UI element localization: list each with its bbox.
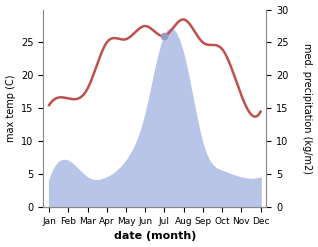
Y-axis label: med. precipitation (kg/m2): med. precipitation (kg/m2) [302, 43, 313, 174]
Y-axis label: max temp (C): max temp (C) [5, 75, 16, 142]
X-axis label: date (month): date (month) [114, 231, 196, 242]
